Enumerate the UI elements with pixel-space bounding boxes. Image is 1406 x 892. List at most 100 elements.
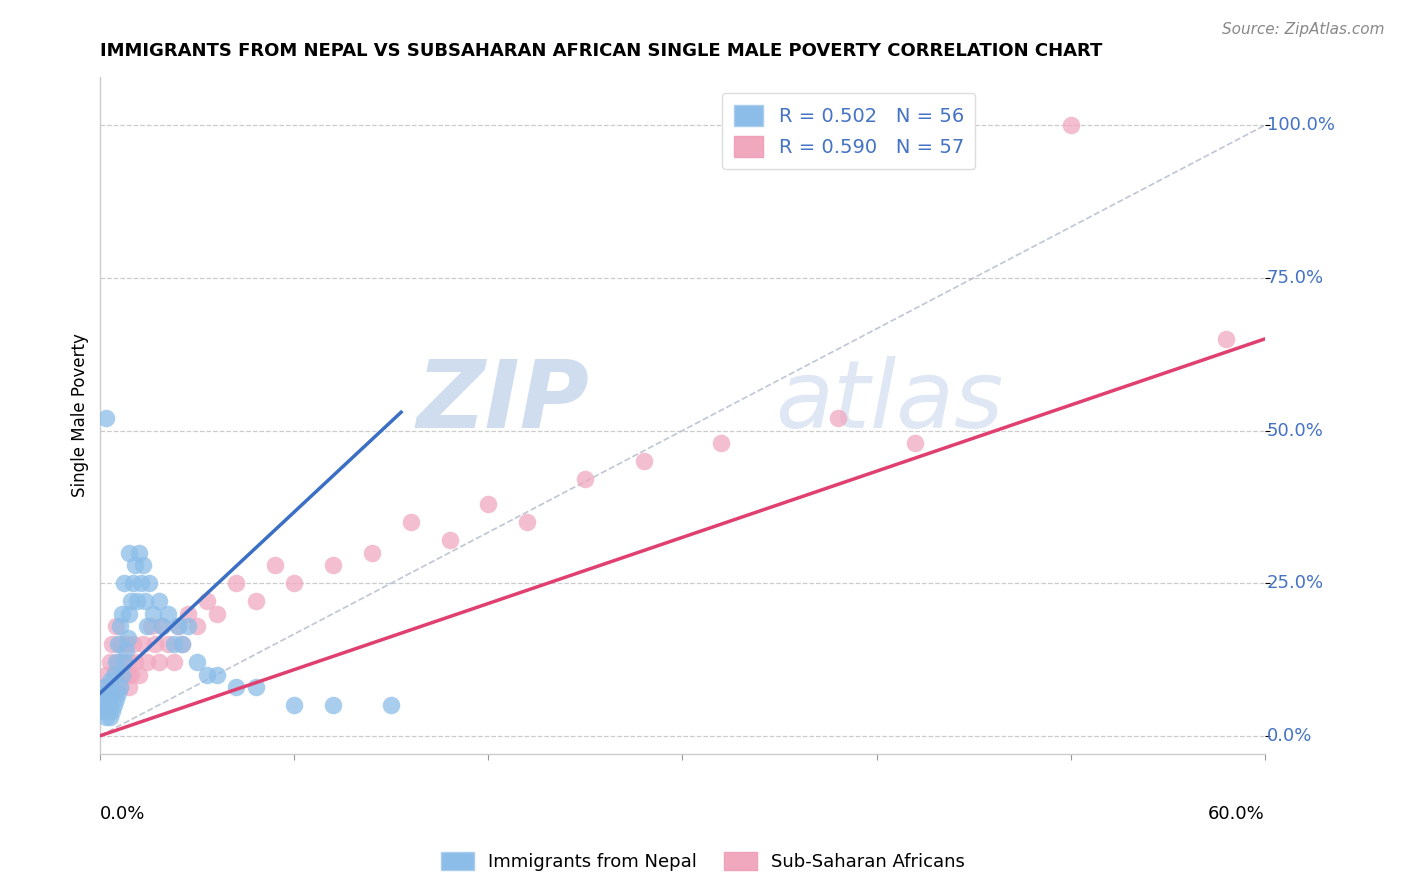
Point bbox=[135, 656, 157, 670]
Point bbox=[107, 686, 129, 700]
Point bbox=[283, 576, 305, 591]
Point bbox=[245, 680, 267, 694]
Point bbox=[138, 576, 160, 591]
Text: 75.0%: 75.0% bbox=[1267, 269, 1324, 287]
Point bbox=[111, 607, 134, 621]
Point bbox=[91, 704, 114, 718]
Point bbox=[96, 667, 118, 681]
Point bbox=[132, 637, 155, 651]
Point bbox=[93, 692, 115, 706]
Point bbox=[114, 637, 136, 651]
Text: 0.0%: 0.0% bbox=[1267, 727, 1312, 745]
Point bbox=[97, 686, 120, 700]
Point bbox=[96, 710, 118, 724]
Point bbox=[120, 594, 142, 608]
Point bbox=[112, 656, 135, 670]
Point bbox=[108, 680, 131, 694]
Point bbox=[176, 619, 198, 633]
Point bbox=[104, 656, 127, 670]
Text: ZIP: ZIP bbox=[416, 356, 589, 448]
Text: 25.0%: 25.0% bbox=[1267, 574, 1324, 592]
Point bbox=[124, 656, 146, 670]
Point bbox=[710, 435, 733, 450]
Point bbox=[1059, 119, 1081, 133]
Point bbox=[148, 594, 170, 608]
Point bbox=[186, 656, 208, 670]
Point bbox=[104, 692, 127, 706]
Point bbox=[108, 637, 131, 651]
Point bbox=[167, 619, 190, 633]
Text: atlas: atlas bbox=[776, 356, 1004, 447]
Point bbox=[98, 656, 121, 670]
Point bbox=[170, 637, 193, 651]
Text: Source: ZipAtlas.com: Source: ZipAtlas.com bbox=[1222, 22, 1385, 37]
Point bbox=[108, 680, 131, 694]
Point bbox=[101, 680, 124, 694]
Point bbox=[163, 637, 186, 651]
Point bbox=[128, 545, 150, 559]
Point bbox=[96, 704, 118, 718]
Point bbox=[89, 692, 111, 706]
Point bbox=[1215, 332, 1237, 346]
Point bbox=[128, 667, 150, 681]
Point bbox=[114, 643, 136, 657]
Point bbox=[205, 607, 228, 621]
Text: 60.0%: 60.0% bbox=[1208, 805, 1264, 822]
Point bbox=[152, 619, 174, 633]
Text: 0.0%: 0.0% bbox=[100, 805, 146, 822]
Point bbox=[107, 656, 129, 670]
Point bbox=[104, 619, 127, 633]
Point bbox=[225, 680, 247, 694]
Point bbox=[245, 594, 267, 608]
Point bbox=[117, 631, 139, 645]
Point bbox=[264, 558, 287, 572]
Point bbox=[124, 558, 146, 572]
Point bbox=[142, 607, 165, 621]
Point bbox=[98, 698, 121, 713]
Point bbox=[205, 667, 228, 681]
Point bbox=[120, 667, 142, 681]
Point bbox=[157, 637, 180, 651]
Point bbox=[108, 619, 131, 633]
Point bbox=[380, 698, 402, 713]
Point bbox=[101, 686, 124, 700]
Point bbox=[827, 411, 849, 425]
Point bbox=[152, 619, 174, 633]
Point bbox=[118, 545, 141, 559]
Y-axis label: Single Male Poverty: Single Male Poverty bbox=[72, 334, 89, 497]
Point bbox=[225, 576, 247, 591]
Point bbox=[127, 594, 149, 608]
Point bbox=[132, 558, 155, 572]
Point bbox=[107, 637, 129, 651]
Point bbox=[904, 435, 927, 450]
Point bbox=[118, 680, 141, 694]
Point bbox=[143, 637, 166, 651]
Point bbox=[439, 533, 461, 548]
Point bbox=[89, 698, 111, 713]
Point bbox=[97, 704, 120, 718]
Point bbox=[516, 515, 538, 529]
Point bbox=[111, 667, 134, 681]
Point bbox=[103, 698, 125, 713]
Point bbox=[322, 698, 344, 713]
Legend: R = 0.502   N = 56, R = 0.590   N = 57: R = 0.502 N = 56, R = 0.590 N = 57 bbox=[723, 93, 976, 169]
Point bbox=[97, 692, 120, 706]
Point bbox=[117, 667, 139, 681]
Point bbox=[112, 576, 135, 591]
Point bbox=[283, 698, 305, 713]
Legend: Immigrants from Nepal, Sub-Saharan Africans: Immigrants from Nepal, Sub-Saharan Afric… bbox=[434, 845, 972, 879]
Point bbox=[118, 656, 141, 670]
Point bbox=[477, 497, 499, 511]
Point bbox=[98, 673, 121, 688]
Point bbox=[176, 607, 198, 621]
Point bbox=[91, 680, 114, 694]
Point bbox=[322, 558, 344, 572]
Point bbox=[96, 411, 118, 425]
Point bbox=[148, 656, 170, 670]
Point bbox=[134, 594, 156, 608]
Point bbox=[574, 472, 596, 486]
Point bbox=[195, 667, 218, 681]
Point bbox=[129, 576, 152, 591]
Point bbox=[112, 667, 135, 681]
Point bbox=[103, 686, 125, 700]
